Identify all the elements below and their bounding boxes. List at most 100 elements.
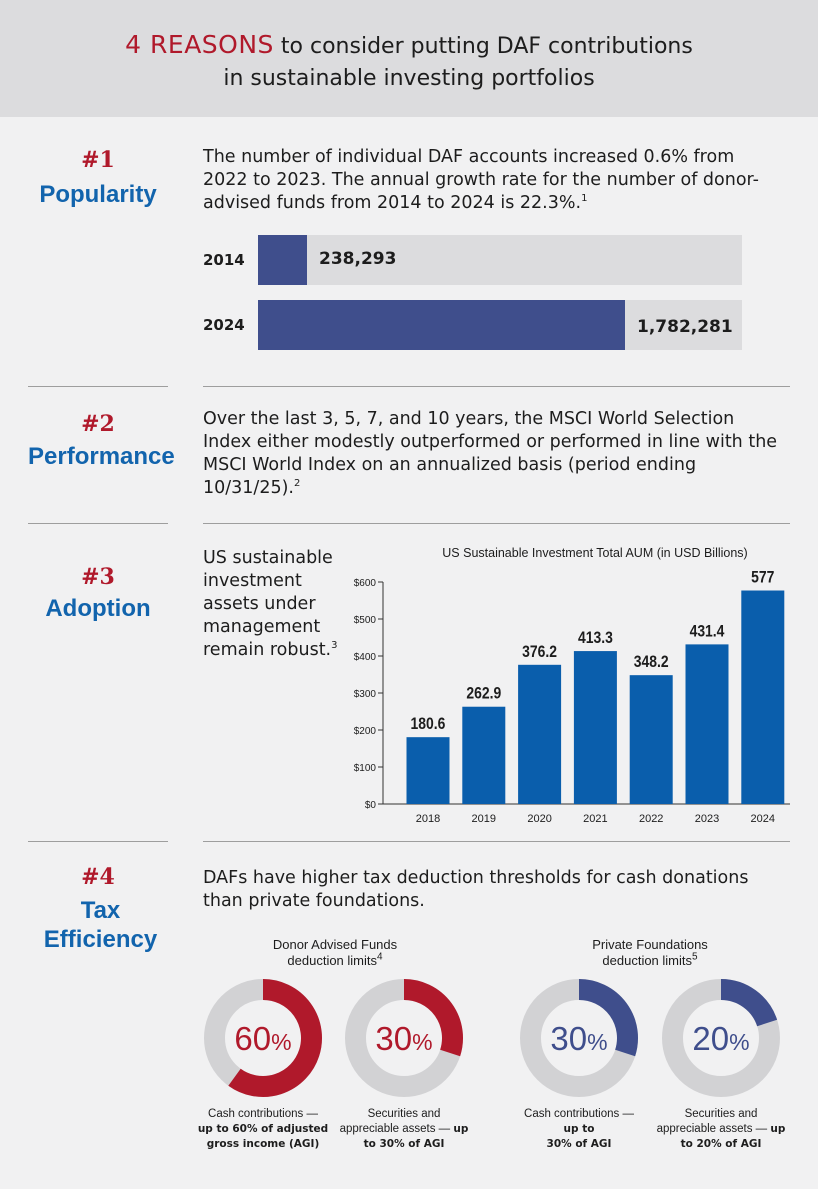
bar-value-label-2023: 431.4	[690, 622, 725, 641]
header-line-1: 4 REASONS to consider putting DAF contri…	[0, 30, 818, 59]
caption-pf-securities-plain: appreciable assets —	[656, 1123, 771, 1135]
header-banner: 4 REASONS to consider putting DAF contri…	[0, 0, 818, 117]
donut-percent-label: 30%	[375, 1020, 432, 1057]
header-line-2: in sustainable investing portfolios	[223, 66, 595, 91]
reason-3-title: Adoption	[45, 595, 151, 622]
y-tick-label: $400	[354, 652, 377, 663]
donut-arc	[403, 979, 463, 1057]
reason-3-number: #3	[81, 564, 115, 590]
caption-daf-securities-bold-1: up	[453, 1123, 469, 1135]
footnote-4: 4	[377, 951, 383, 963]
caption-pf-securities-bold-1: up	[770, 1123, 786, 1135]
reason-2-text: Over the last 3, 5, 7, and 10 years, the…	[203, 408, 783, 500]
caption-pf-securities-bold-2: to 20% of AGI	[680, 1138, 762, 1150]
caption-daf-securities-bold-2: to 30% of AGI	[363, 1138, 445, 1150]
y-tick-label: $300	[354, 689, 377, 700]
caption-daf-securities-line-1: Securities and	[367, 1108, 441, 1120]
footnote-5: 5	[692, 951, 698, 963]
bar-2022	[629, 675, 673, 804]
donut-arc	[720, 979, 778, 1027]
bar-2019	[462, 706, 506, 804]
caption-pf-cash-bold-1: up to	[563, 1123, 595, 1135]
bar-2014-fill	[258, 235, 307, 285]
donut-pf-cash: 30%	[520, 979, 638, 1097]
reason-3-text: US sustainable investment assets under m…	[203, 547, 348, 662]
caption-daf-cash-bold-1: up to 60% of adjusted	[197, 1123, 329, 1135]
x-tick-label-2022: 2022	[639, 813, 663, 825]
caption-daf-cash-line-3: gross income (AGI)	[188, 1137, 338, 1152]
caption-pf-cash-bold-2: 30% of AGI	[546, 1138, 612, 1150]
footnote-1: 1	[581, 193, 588, 205]
header-line-1-rest: to consider putting DAF contributions	[273, 34, 693, 59]
reason-2-title: Performance	[28, 443, 175, 470]
pf-group-title-line-1: Private Foundations	[592, 937, 708, 952]
caption-pf-securities: Securities and appreciable assets — up t…	[646, 1107, 796, 1152]
aum-bar-chart: $0 $100 $200 $300 $400 $500 $600 180.6 2018 262.9…	[354, 568, 790, 825]
x-tick-label-2024: 2024	[751, 813, 775, 825]
bar-2018	[406, 737, 450, 804]
reason-4-title: Tax Efficiency	[28, 896, 173, 954]
bar-value-label-2021: 413.3	[578, 629, 613, 648]
daf-group-title-line-2: deduction limits4	[215, 951, 455, 969]
footnote-2: 2	[294, 478, 301, 490]
x-tick-label-2019: 2019	[472, 813, 496, 825]
bar-2014-track: 238,293	[258, 235, 742, 285]
caption-pf-cash-line-3: 30% of AGI	[504, 1137, 654, 1152]
reason-4-title-line-2: Efficiency	[43, 926, 158, 953]
reason-3-text-body: US sustainable investment assets under m…	[203, 548, 333, 660]
caption-pf-securities-line-3: to 20% of AGI	[646, 1137, 796, 1152]
reason-4-number: #4	[81, 864, 115, 890]
bar-2021	[573, 651, 617, 804]
reason-2-number: #2	[81, 411, 115, 437]
caption-daf-securities-line-2: appreciable assets — up	[329, 1122, 479, 1137]
bar-2023	[685, 644, 729, 804]
bar-2024-fill	[258, 300, 625, 350]
chart-title: US Sustainable Investment Total AUM (in …	[442, 546, 748, 560]
caption-daf-cash: Cash contributions — up to 60% of adjust…	[188, 1107, 338, 1152]
bar-value-label-2018: 180.6	[411, 715, 446, 734]
bar-value-label-2020: 376.2	[522, 643, 557, 662]
donut-arc	[228, 979, 322, 1097]
donut-percent-label: 30%	[550, 1020, 607, 1057]
caption-pf-cash-line-2: up to	[504, 1122, 654, 1137]
donut-arc	[578, 979, 638, 1057]
header-accent: 4 REASONS	[125, 30, 274, 59]
caption-daf-securities-line-3: to 30% of AGI	[329, 1137, 479, 1152]
caption-daf-cash-line-2: up to 60% of adjusted	[188, 1122, 338, 1137]
divider-left-3	[28, 841, 168, 842]
reason-1-text-body: The number of individual DAF accounts in…	[203, 147, 759, 213]
caption-pf-securities-line-1: Securities and	[684, 1108, 758, 1120]
divider-right-2	[203, 523, 790, 524]
bar-value-label-2019: 262.9	[466, 685, 501, 704]
donut-percent-label: 20%	[692, 1020, 749, 1057]
divider-right-3	[203, 841, 790, 842]
caption-daf-securities-plain: appreciable assets —	[339, 1123, 454, 1135]
caption-pf-cash: Cash contributions — up to 30% of AGI	[504, 1107, 654, 1152]
pf-group-title-line-2-text: deduction limits	[602, 953, 693, 968]
caption-pf-securities-line-2: appreciable assets — up	[646, 1122, 796, 1137]
divider-left-1	[28, 386, 168, 387]
donut-daf-cash: 60%	[204, 979, 322, 1097]
pf-group-title: Private Foundations deduction limits5	[530, 937, 770, 969]
bar-value-label-2022: 348.2	[634, 653, 669, 672]
y-tick-label: $0	[365, 800, 377, 811]
x-tick-label-2018: 2018	[416, 813, 440, 825]
reason-1-number: #1	[81, 147, 115, 173]
divider-right-1	[203, 386, 790, 387]
reason-1-text: The number of individual DAF accounts in…	[203, 146, 783, 215]
reason-4-text: DAFs have higher tax deduction threshold…	[203, 868, 749, 911]
bar-2024-value: 1,782,281	[637, 317, 733, 337]
footnote-3: 3	[331, 640, 338, 652]
donut-daf-securities: 30%	[345, 979, 463, 1097]
donut-percent-label: 60%	[234, 1020, 291, 1057]
x-tick-label-2021: 2021	[583, 813, 607, 825]
reason-4-title-line-1: Tax	[80, 897, 121, 924]
bar-2024-year: 2024	[203, 316, 245, 334]
bar-2014-year: 2014	[203, 251, 245, 269]
caption-daf-cash-line-1: Cash contributions —	[208, 1108, 318, 1120]
divider-left-2	[28, 523, 168, 524]
y-tick-label: $200	[354, 726, 377, 737]
daf-group-title: Donor Advised Funds deduction limits4	[215, 937, 455, 969]
y-tick-label: $100	[354, 763, 377, 774]
daf-group-title-line-1: Donor Advised Funds	[272, 937, 398, 952]
